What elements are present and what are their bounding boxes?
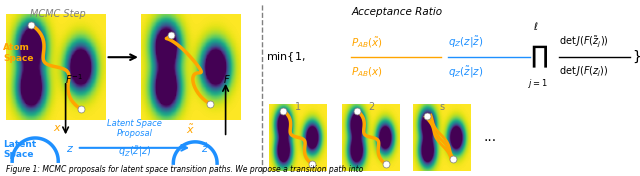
Text: $F^{-1}$: $F^{-1}$ xyxy=(65,72,83,86)
Text: $\prod$: $\prod$ xyxy=(530,44,548,70)
Text: $\tilde{x}$: $\tilde{x}$ xyxy=(186,123,195,136)
Text: 2: 2 xyxy=(368,102,374,112)
Text: MCMC Step: MCMC Step xyxy=(29,9,86,19)
Text: Latent Space
Proposal: Latent Space Proposal xyxy=(107,119,162,138)
Text: $\det J(F(z_j))$: $\det J(F(z_j))$ xyxy=(559,65,609,79)
Text: $\det J(F(\tilde{z}_j))$: $\det J(F(\tilde{z}_j))$ xyxy=(559,34,609,50)
Text: x: x xyxy=(53,123,60,133)
Text: $\ell$: $\ell$ xyxy=(533,20,539,32)
Text: 1: 1 xyxy=(294,102,301,112)
Text: ...: ... xyxy=(483,130,497,144)
Text: $\tilde{z}$: $\tilde{z}$ xyxy=(201,142,209,155)
Text: Acceptance Ratio: Acceptance Ratio xyxy=(351,7,442,17)
Text: Atom
Space: Atom Space xyxy=(3,43,34,62)
Text: s: s xyxy=(439,102,444,112)
Text: $q_Z(z|\tilde{z})$: $q_Z(z|\tilde{z})$ xyxy=(448,35,483,50)
Text: Figure 1: MCMC proposals for latent space transition paths. We propose a transit: Figure 1: MCMC proposals for latent spac… xyxy=(6,165,364,174)
Text: $\}$: $\}$ xyxy=(632,49,640,65)
Text: $P_{AB}(\tilde{x})$: $P_{AB}(\tilde{x})$ xyxy=(351,35,383,50)
Text: $\min\{1,$: $\min\{1,$ xyxy=(266,50,306,64)
Text: Latent
Space: Latent Space xyxy=(3,140,36,159)
Text: $q_Z(\tilde{z}|z)$: $q_Z(\tilde{z}|z)$ xyxy=(448,65,483,80)
Text: $q_Z(\tilde{z}|z)$: $q_Z(\tilde{z}|z)$ xyxy=(118,144,151,159)
Text: $j=1$: $j=1$ xyxy=(528,77,548,90)
Text: $P_{AB}(x)$: $P_{AB}(x)$ xyxy=(351,65,383,79)
Text: z: z xyxy=(66,144,72,154)
Text: $F$: $F$ xyxy=(223,73,231,85)
